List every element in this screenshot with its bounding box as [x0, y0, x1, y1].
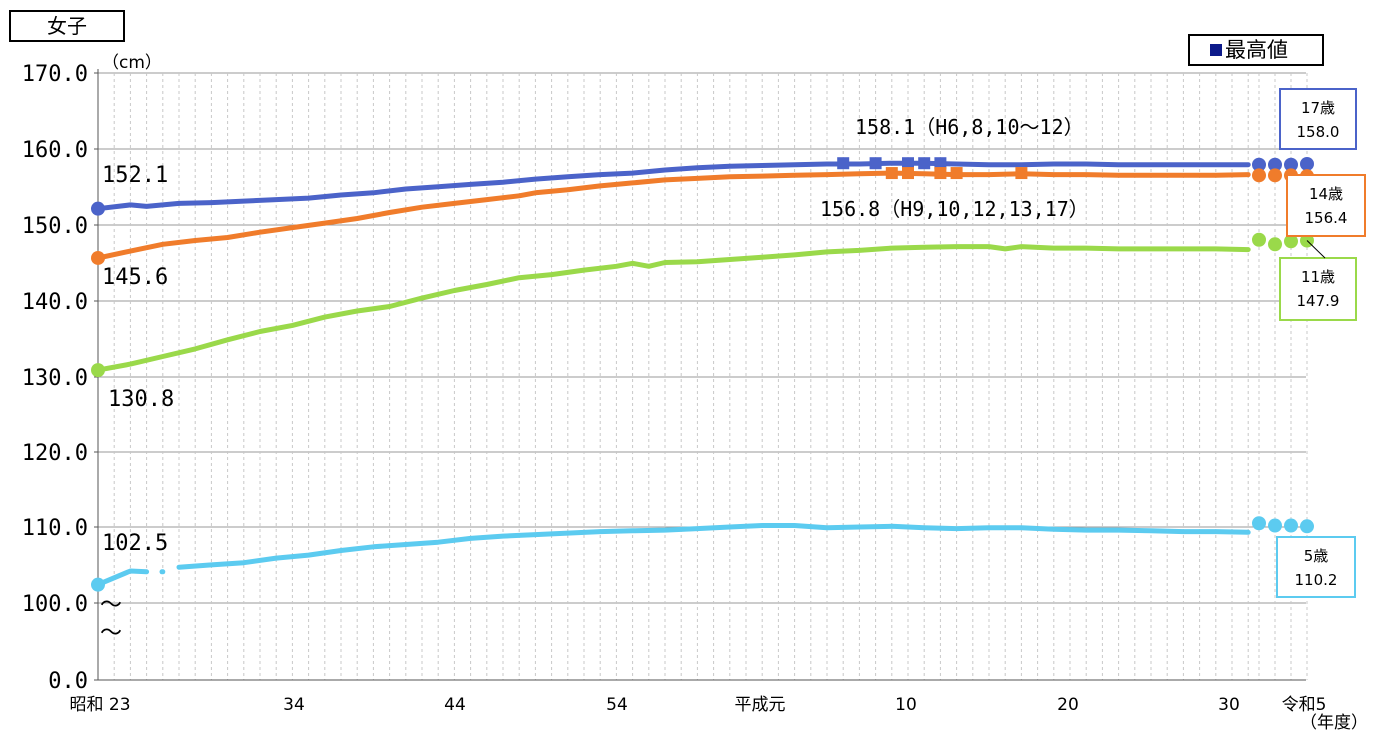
max-annotation-14: 156.8（H9,10,12,13,17） — [820, 197, 1089, 221]
age-box-label: 17歳 — [1301, 99, 1335, 117]
recent-point — [1252, 157, 1266, 172]
x-tick-label: 令和5 — [1282, 695, 1327, 715]
recent-point — [1300, 519, 1314, 534]
start-point — [91, 363, 105, 378]
y-tick-label: 140.0 — [22, 290, 88, 315]
max-marker — [934, 167, 947, 180]
max-marker — [902, 167, 914, 180]
x-tick-label: 54 — [606, 695, 628, 715]
recent-point — [1284, 157, 1298, 172]
age-box-label: 11歳 — [1301, 268, 1335, 286]
series-0 — [91, 156, 1314, 216]
age-box — [1279, 88, 1357, 150]
age-box-value: 110.2 — [1295, 571, 1338, 589]
axis-break-symbol: 〜 — [100, 621, 122, 646]
age11-connector — [1306, 240, 1326, 259]
age-box-value: 158.0 — [1297, 123, 1340, 141]
age-box — [1276, 536, 1356, 598]
max-marker — [918, 157, 931, 170]
start-value-label: 152.1 — [102, 163, 168, 188]
x-tick-label: 44 — [444, 695, 466, 715]
age-box — [1286, 174, 1366, 237]
series-line — [95, 160, 1251, 212]
series-3 — [91, 516, 1314, 592]
max-marker — [885, 167, 898, 180]
recent-point — [1252, 168, 1266, 183]
y-unit-label: （cm） — [102, 53, 162, 73]
y-tick-label: 130.0 — [22, 366, 88, 391]
y-tick-label: 0.0 — [48, 669, 88, 694]
x-unit-label: （年度） — [1300, 713, 1368, 733]
age-box-label: 14歳 — [1309, 185, 1343, 203]
axis-break-symbol: 〜 — [100, 593, 122, 618]
recent-point — [1268, 237, 1282, 252]
max-marker — [869, 157, 882, 170]
recent-point — [1284, 234, 1298, 249]
y-tick-label: 160.0 — [22, 138, 88, 163]
recent-point — [1252, 232, 1266, 247]
x-tick-label: 30 — [1218, 695, 1240, 715]
age-box — [1279, 257, 1357, 321]
start-value-label: 130.8 — [108, 387, 174, 412]
recent-point — [1268, 168, 1282, 183]
recent-point — [1268, 157, 1282, 172]
recent-point — [1268, 518, 1282, 533]
x-tick-label: 20 — [1057, 695, 1079, 715]
legend-label: 最高値 — [1225, 38, 1288, 62]
y-tick-label: 100.0 — [22, 592, 88, 617]
x-tick-label: 平成元 — [735, 695, 786, 715]
max-marker — [837, 157, 850, 170]
series-line — [95, 244, 1251, 373]
max-annotation-17: 158.1（H6,8,10〜12） — [855, 115, 1084, 139]
age-box-value: 147.9 — [1297, 292, 1340, 310]
legend: 最高値 — [1188, 34, 1324, 66]
start-point — [91, 201, 105, 216]
y-tick-label: 110.0 — [22, 516, 88, 541]
start-value-label: 102.5 — [102, 531, 168, 556]
start-value-label: 145.6 — [102, 265, 168, 290]
max-marker — [934, 157, 947, 170]
age-box-label: 5歳 — [1304, 547, 1329, 565]
y-tick-label: 120.0 — [22, 441, 88, 466]
series-2 — [91, 232, 1314, 378]
start-point — [91, 577, 105, 592]
x-tick-label: 10 — [895, 695, 917, 715]
legend-marker-square — [1210, 44, 1222, 56]
recent-point — [1300, 156, 1314, 171]
recent-point — [1252, 516, 1266, 531]
series-line-segment — [176, 523, 1251, 570]
series-line-segment — [95, 568, 150, 588]
age-box-value: 156.4 — [1305, 209, 1348, 227]
x-tick-label: 34 — [283, 695, 305, 715]
start-point — [91, 250, 105, 265]
recent-point — [1284, 518, 1298, 533]
y-tick-label: 150.0 — [22, 214, 88, 239]
max-marker — [902, 157, 914, 170]
series-line — [95, 170, 1251, 261]
x-tick-label: 昭和 23 — [69, 695, 130, 715]
chart-title: 女子 — [9, 10, 125, 42]
max-marker — [1015, 167, 1028, 180]
max-marker — [950, 167, 963, 180]
y-tick-label: 170.0 — [22, 62, 88, 87]
